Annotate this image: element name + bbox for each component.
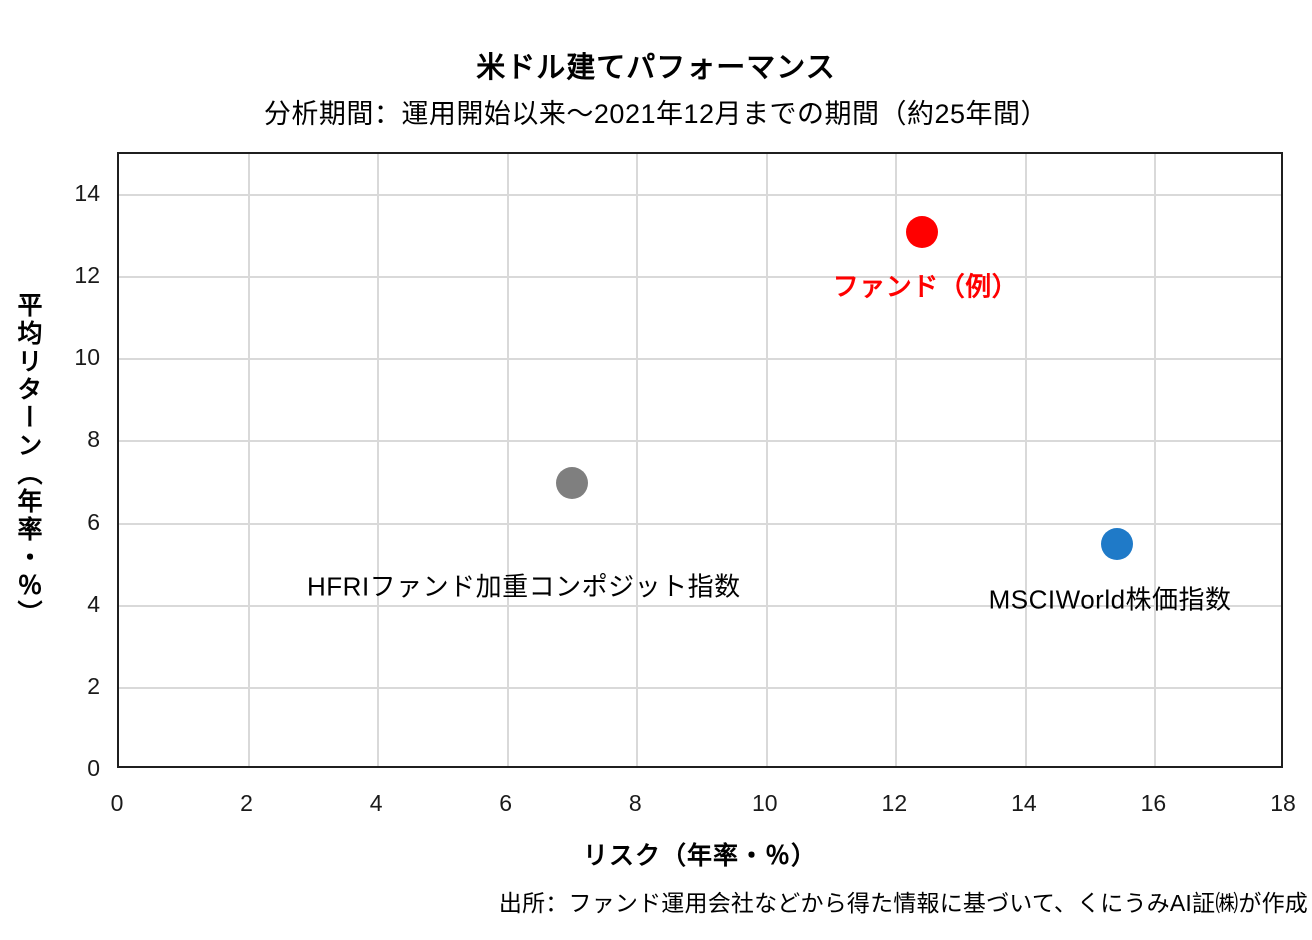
y-axis-title: 平均リターン（年率・％） <box>14 292 42 628</box>
data-point-label: HFRIファンド加重コンポジット指数 <box>307 571 741 602</box>
vertical-gridline <box>765 154 768 766</box>
data-point-dot <box>906 216 939 249</box>
chart-title: 米ドル建てパフォーマンス <box>476 52 836 84</box>
y-axis-tick-labels: 0 2 4 6 8 10 12 14 <box>0 152 100 781</box>
horizontal-gridline <box>119 686 1281 689</box>
x-tick-label: 4 <box>369 790 383 816</box>
x-tick-label: 14 <box>1011 790 1037 816</box>
chart-subtitle: 分析期間：運用開始以来～2021年12月までの期間（約25年間） <box>263 99 1049 129</box>
horizontal-gridline <box>119 276 1281 279</box>
y-tick-label: 10 <box>74 344 100 371</box>
horizontal-gridline <box>119 194 1281 197</box>
y-tick-label: 4 <box>87 590 100 617</box>
horizontal-gridline <box>119 358 1281 361</box>
y-tick-label: 14 <box>74 180 100 207</box>
plot-area: ファンド（例） HFRIファンド加重コンポジット指数 MSCIWorld株価指数 <box>117 152 1283 768</box>
y-tick-label: 12 <box>74 262 100 289</box>
horizontal-gridline <box>119 604 1281 607</box>
vertical-gridline <box>1024 154 1027 766</box>
x-tick-label: 18 <box>1270 790 1296 816</box>
data-point-label: MSCIWorld株価指数 <box>988 584 1232 615</box>
vertical-gridline <box>1154 154 1157 766</box>
source-note: 出所：ファンド運用会社などから得た情報に基づいて、くにうみAI証㈱が作成 <box>498 890 1308 916</box>
vertical-gridline <box>247 154 250 766</box>
y-tick-label: 8 <box>87 426 100 453</box>
vertical-gridline <box>636 154 639 766</box>
y-tick-label: 2 <box>87 672 100 699</box>
x-tick-label: 8 <box>628 790 642 816</box>
vertical-gridline <box>895 154 898 766</box>
x-axis-tick-labels: 0 2 4 6 8 10 12 14 16 18 <box>111 768 1296 816</box>
vertical-gridline <box>506 154 509 766</box>
x-tick-label: 12 <box>881 790 908 816</box>
x-tick-label: 10 <box>751 790 778 816</box>
y-tick-label: 0 <box>87 755 100 781</box>
data-point-dot <box>556 466 589 499</box>
vertical-gridline <box>377 154 380 766</box>
horizontal-gridline <box>119 522 1281 525</box>
x-tick-label: 0 <box>110 790 124 816</box>
y-tick-label: 6 <box>87 508 100 535</box>
x-tick-label: 16 <box>1140 790 1167 816</box>
data-point-label: ファンド（例） <box>832 271 1019 302</box>
x-tick-label: 2 <box>240 790 253 816</box>
x-tick-label: 6 <box>499 790 513 816</box>
data-point-dot <box>1100 528 1133 561</box>
horizontal-gridline <box>119 440 1281 443</box>
x-axis-title: リスク（年率・％） <box>582 842 817 870</box>
